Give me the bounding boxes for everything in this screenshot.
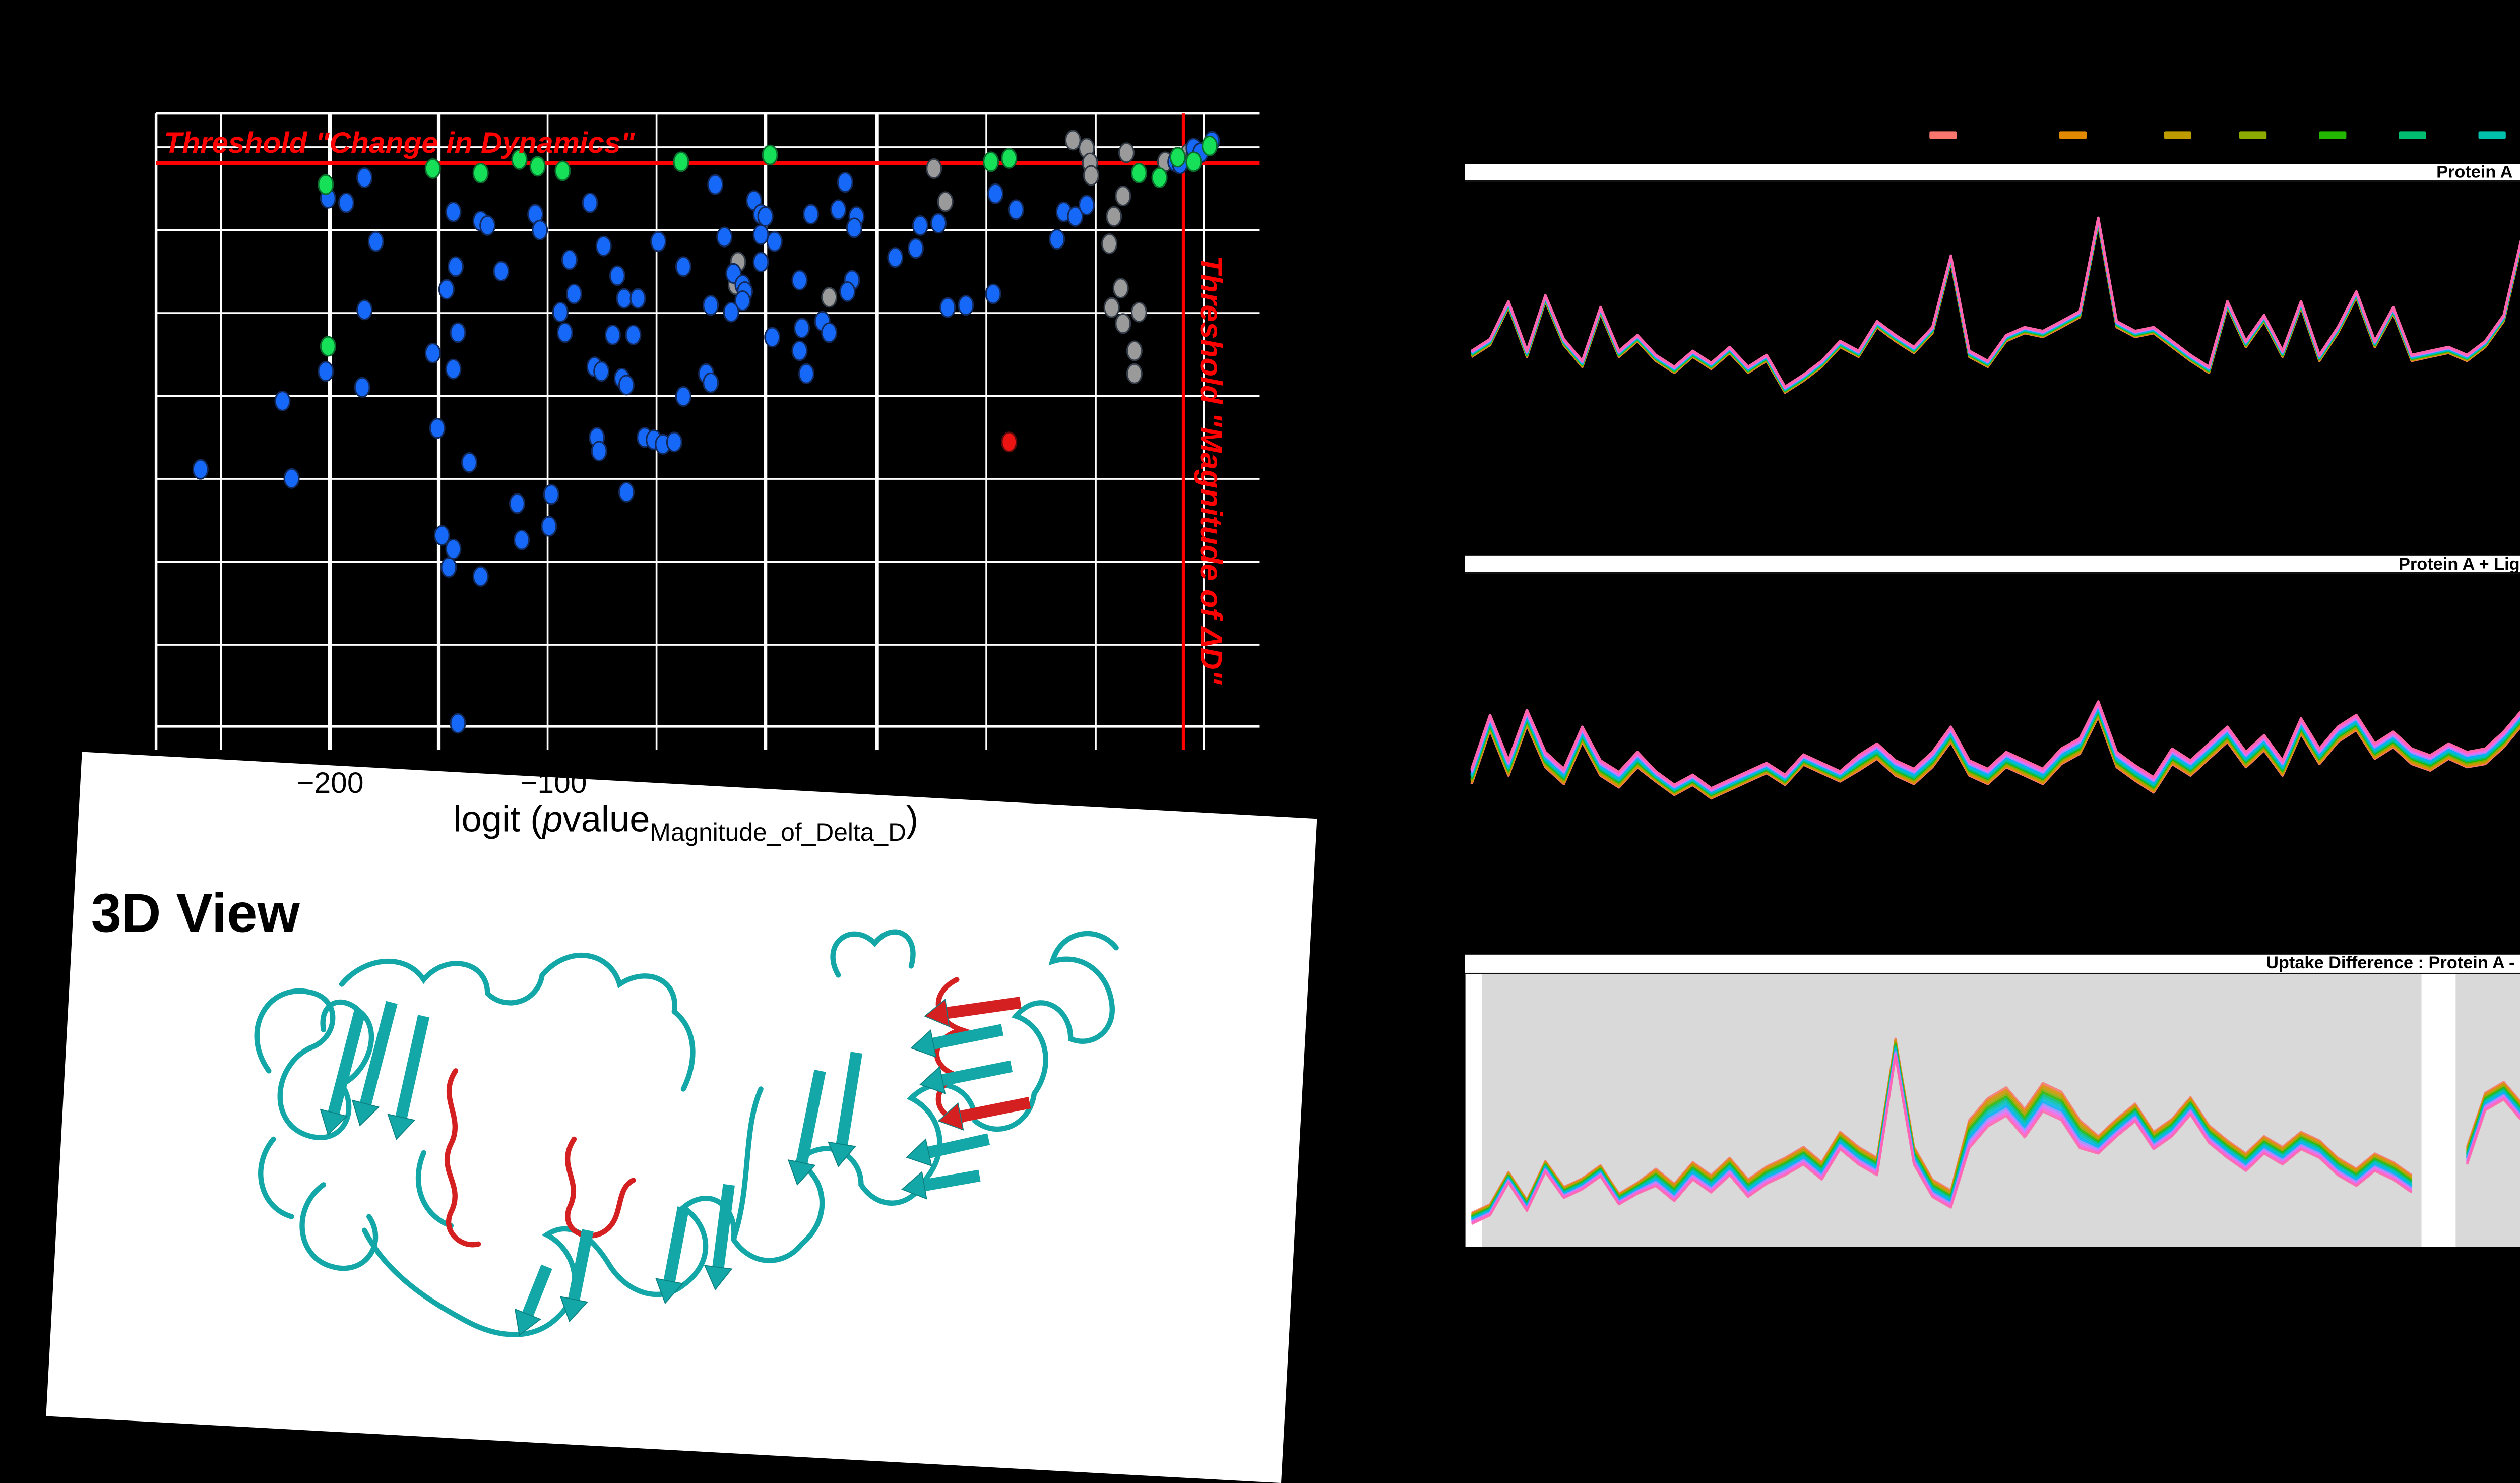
uptake-chart-protein-a[interactable] (0, 0, 2520, 1369)
uptake-difference-chart[interactable] (0, 0, 2520, 1369)
axis-label-value: value (562, 801, 650, 841)
axis-label-subscript: Magnitude_of_Delta_D (650, 820, 907, 848)
threshold-magnitude-label: Threshold "Magnitude of ΔD" (1193, 255, 1228, 685)
legend-swatch (2478, 131, 2506, 139)
volcano-x-tick-100: −100 (520, 765, 587, 800)
uptake-chart-protein-a-ligand[interactable] (0, 0, 2520, 1369)
panel-title-protein-a: Protein A (1465, 164, 2520, 183)
panel-title-uptake-difference: Uptake Difference : Protein A - (Protein… (1465, 954, 2520, 974)
volcano-x-tick-200: −200 (297, 765, 364, 800)
axis-label-suffix: ) (906, 801, 919, 841)
volcano-x-axis-label: logit (pvalueMagnitude_of_Delta_D) (453, 802, 918, 847)
legend-swatch (2239, 131, 2267, 139)
legend-swatch (1929, 131, 1957, 139)
volcano-plot[interactable] (0, 0, 2520, 1369)
legend-swatch (2059, 131, 2087, 139)
axis-label-p: p (542, 801, 563, 841)
protein-ribbon-3d[interactable] (0, 0, 2520, 1369)
legend-swatch (2319, 131, 2347, 139)
legend-swatch (2164, 131, 2192, 139)
exposure-legend (1929, 131, 2506, 139)
axis-label-prefix: logit ( (453, 801, 543, 841)
3d-view-title: 3D View (91, 884, 300, 946)
panel-title-protein-a-ligand: Protein A + Ligand (1465, 554, 2520, 575)
threshold-dynamics-label: Threshold "Change in Dynamics" (164, 125, 635, 160)
legend-swatch (2399, 131, 2426, 139)
